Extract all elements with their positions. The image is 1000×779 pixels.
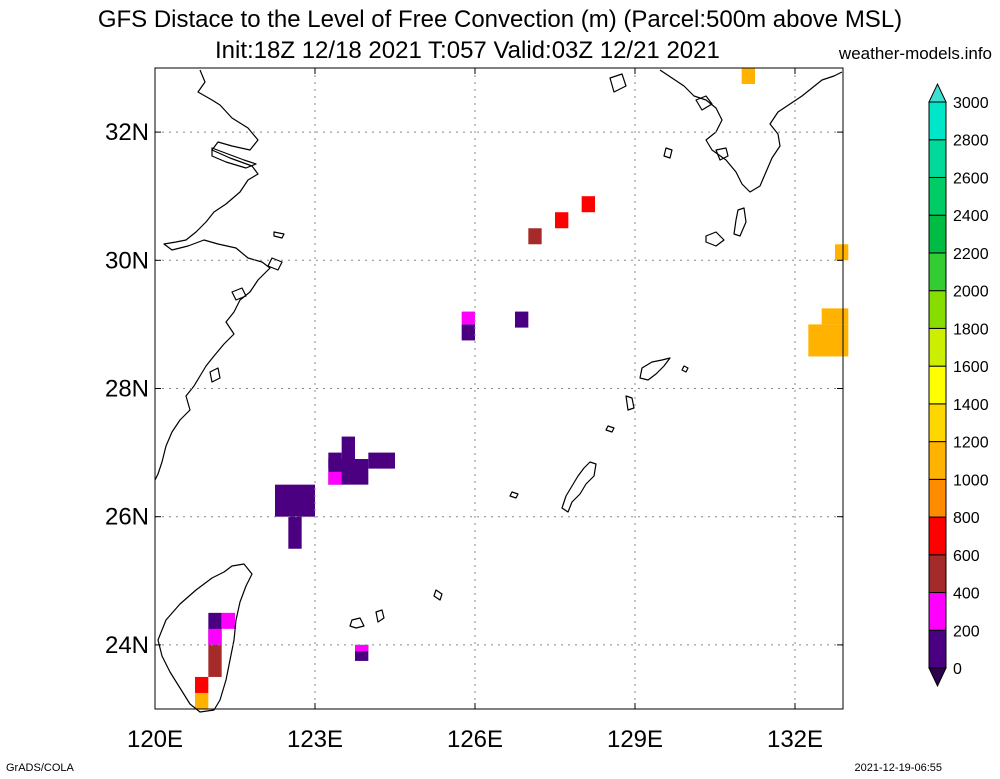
tanegashima bbox=[733, 207, 747, 237]
lfc-cell bbox=[328, 471, 342, 485]
lfc-cell bbox=[275, 484, 315, 517]
lfc-cell bbox=[821, 308, 849, 325]
coastal-island bbox=[267, 257, 283, 271]
colorbar-swatch bbox=[928, 592, 947, 631]
lfc-cell bbox=[355, 644, 369, 652]
amami-island bbox=[681, 365, 689, 373]
lfc-cell bbox=[368, 452, 395, 469]
colorbar-swatch bbox=[928, 139, 947, 178]
lon-label: 120E bbox=[127, 726, 183, 753]
lfc-cell bbox=[208, 644, 222, 677]
axis-labels: 24N 26N 28N 30N 32N 120E 123E 126E 129E 132E bbox=[105, 68, 843, 753]
kyushu-island bbox=[609, 73, 627, 93]
colorbar-swatch bbox=[928, 516, 947, 556]
lat-label: 24N bbox=[105, 632, 149, 659]
colorbar-swatch bbox=[928, 176, 947, 216]
okinawa-island bbox=[509, 491, 519, 499]
colorbar-swatch bbox=[928, 403, 947, 443]
colorbar-swatch bbox=[928, 478, 947, 518]
colorbar-label: 600 bbox=[953, 548, 980, 565]
colorbar-label: 1400 bbox=[953, 397, 989, 414]
lon-label: 126E bbox=[447, 726, 503, 753]
colorbar-swatch bbox=[928, 290, 947, 329]
lfc-cell bbox=[221, 612, 235, 629]
kyushu-coastline bbox=[659, 69, 843, 193]
lfc-cell bbox=[835, 244, 849, 261]
colorbar-label: 2000 bbox=[953, 284, 989, 301]
lat-label: 30N bbox=[105, 247, 149, 274]
lon-label: 123E bbox=[287, 726, 343, 753]
colorbar-swatch bbox=[928, 252, 947, 292]
colorbar-label: 200 bbox=[953, 623, 980, 640]
colorbar-label: 2400 bbox=[953, 208, 989, 225]
coastal-island bbox=[273, 231, 285, 239]
coastal-island bbox=[209, 367, 221, 383]
colorbar-label: 2600 bbox=[953, 170, 989, 187]
kyushu-island bbox=[663, 147, 673, 159]
lfc-cell bbox=[741, 68, 755, 85]
okinawa-island bbox=[561, 461, 597, 513]
colorbar: 0 200 400 600 800 1000 1200 1400 1600 1800 2000 220… bbox=[928, 82, 989, 688]
lfc-cell bbox=[341, 436, 355, 460]
colorbar-swatch bbox=[928, 554, 947, 594]
colorbar-label: 400 bbox=[953, 586, 980, 603]
amami-island bbox=[605, 425, 615, 433]
lfc-cell bbox=[808, 324, 849, 357]
colorbar-under-triangle bbox=[928, 667, 947, 688]
lfc-cell bbox=[328, 452, 342, 469]
colorbar-swatch bbox=[928, 327, 947, 367]
ishigaki-island bbox=[349, 617, 365, 629]
lfc-cell bbox=[528, 228, 542, 245]
coastline bbox=[154, 69, 843, 713]
lfc-cell bbox=[195, 692, 209, 709]
colorbar-label: 2200 bbox=[953, 246, 989, 263]
lat-label: 28N bbox=[105, 376, 149, 403]
colorbar-swatch bbox=[928, 214, 947, 254]
colorbar-swatch bbox=[928, 365, 947, 405]
lfc-cell bbox=[581, 196, 595, 213]
ishigaki-island bbox=[375, 609, 385, 623]
lfc-cell bbox=[461, 324, 475, 341]
lfc-cell bbox=[515, 311, 529, 328]
map-title: GFS Distace to the Level of Free Convect… bbox=[97, 6, 903, 33]
colorbar-label: 1000 bbox=[953, 472, 989, 489]
yakushima bbox=[705, 231, 725, 247]
colorbar-label: 1600 bbox=[953, 359, 989, 376]
colorbar-label: 3000 bbox=[953, 95, 989, 112]
colorbar-label: 1800 bbox=[953, 321, 989, 338]
kyushu-island bbox=[715, 147, 729, 161]
colorbar-label: 800 bbox=[953, 510, 980, 527]
lfc-cell bbox=[555, 212, 569, 229]
colorbar-label: 0 bbox=[953, 661, 962, 678]
lat-label: 32N bbox=[105, 119, 149, 146]
colorbar-over-triangle bbox=[928, 82, 947, 103]
lfc-cell bbox=[288, 516, 302, 549]
lon-label: 132E bbox=[767, 726, 823, 753]
lat-label: 26N bbox=[105, 504, 149, 531]
china-coastline bbox=[154, 69, 271, 481]
lfc-cell bbox=[208, 628, 222, 645]
estuary-islands bbox=[211, 147, 257, 169]
map-subtitle: Init:18Z 12/18 2021 T:057 Valid:03Z 12/2… bbox=[215, 37, 720, 64]
miyako-island bbox=[433, 589, 443, 601]
colorbar-swatch bbox=[928, 441, 947, 480]
credit-label: GrADS/COLA bbox=[6, 762, 74, 774]
graticule bbox=[154, 68, 843, 709]
timestamp-label: 2021-12-19-06:55 bbox=[854, 762, 942, 774]
data-cells bbox=[195, 68, 849, 709]
lfc-cell bbox=[461, 311, 475, 325]
amami-island bbox=[625, 395, 635, 411]
taiwan-coastline bbox=[157, 563, 253, 713]
colorbar-swatch bbox=[928, 629, 947, 669]
lfc-cell bbox=[195, 676, 209, 693]
kyushu-island bbox=[695, 95, 713, 111]
colorbar-swatch bbox=[928, 101, 947, 141]
colorbar-label: 1200 bbox=[953, 435, 989, 452]
lon-label: 129E bbox=[607, 726, 663, 753]
amami-oshima bbox=[639, 357, 671, 381]
coastal-island bbox=[231, 287, 247, 301]
site-label: weather-models.info bbox=[838, 44, 992, 63]
colorbar-label: 2800 bbox=[953, 133, 989, 150]
